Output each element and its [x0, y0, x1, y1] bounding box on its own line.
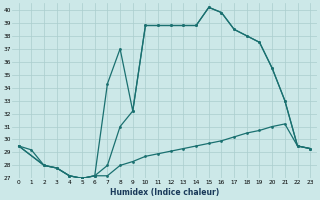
- X-axis label: Humidex (Indice chaleur): Humidex (Indice chaleur): [110, 188, 219, 197]
